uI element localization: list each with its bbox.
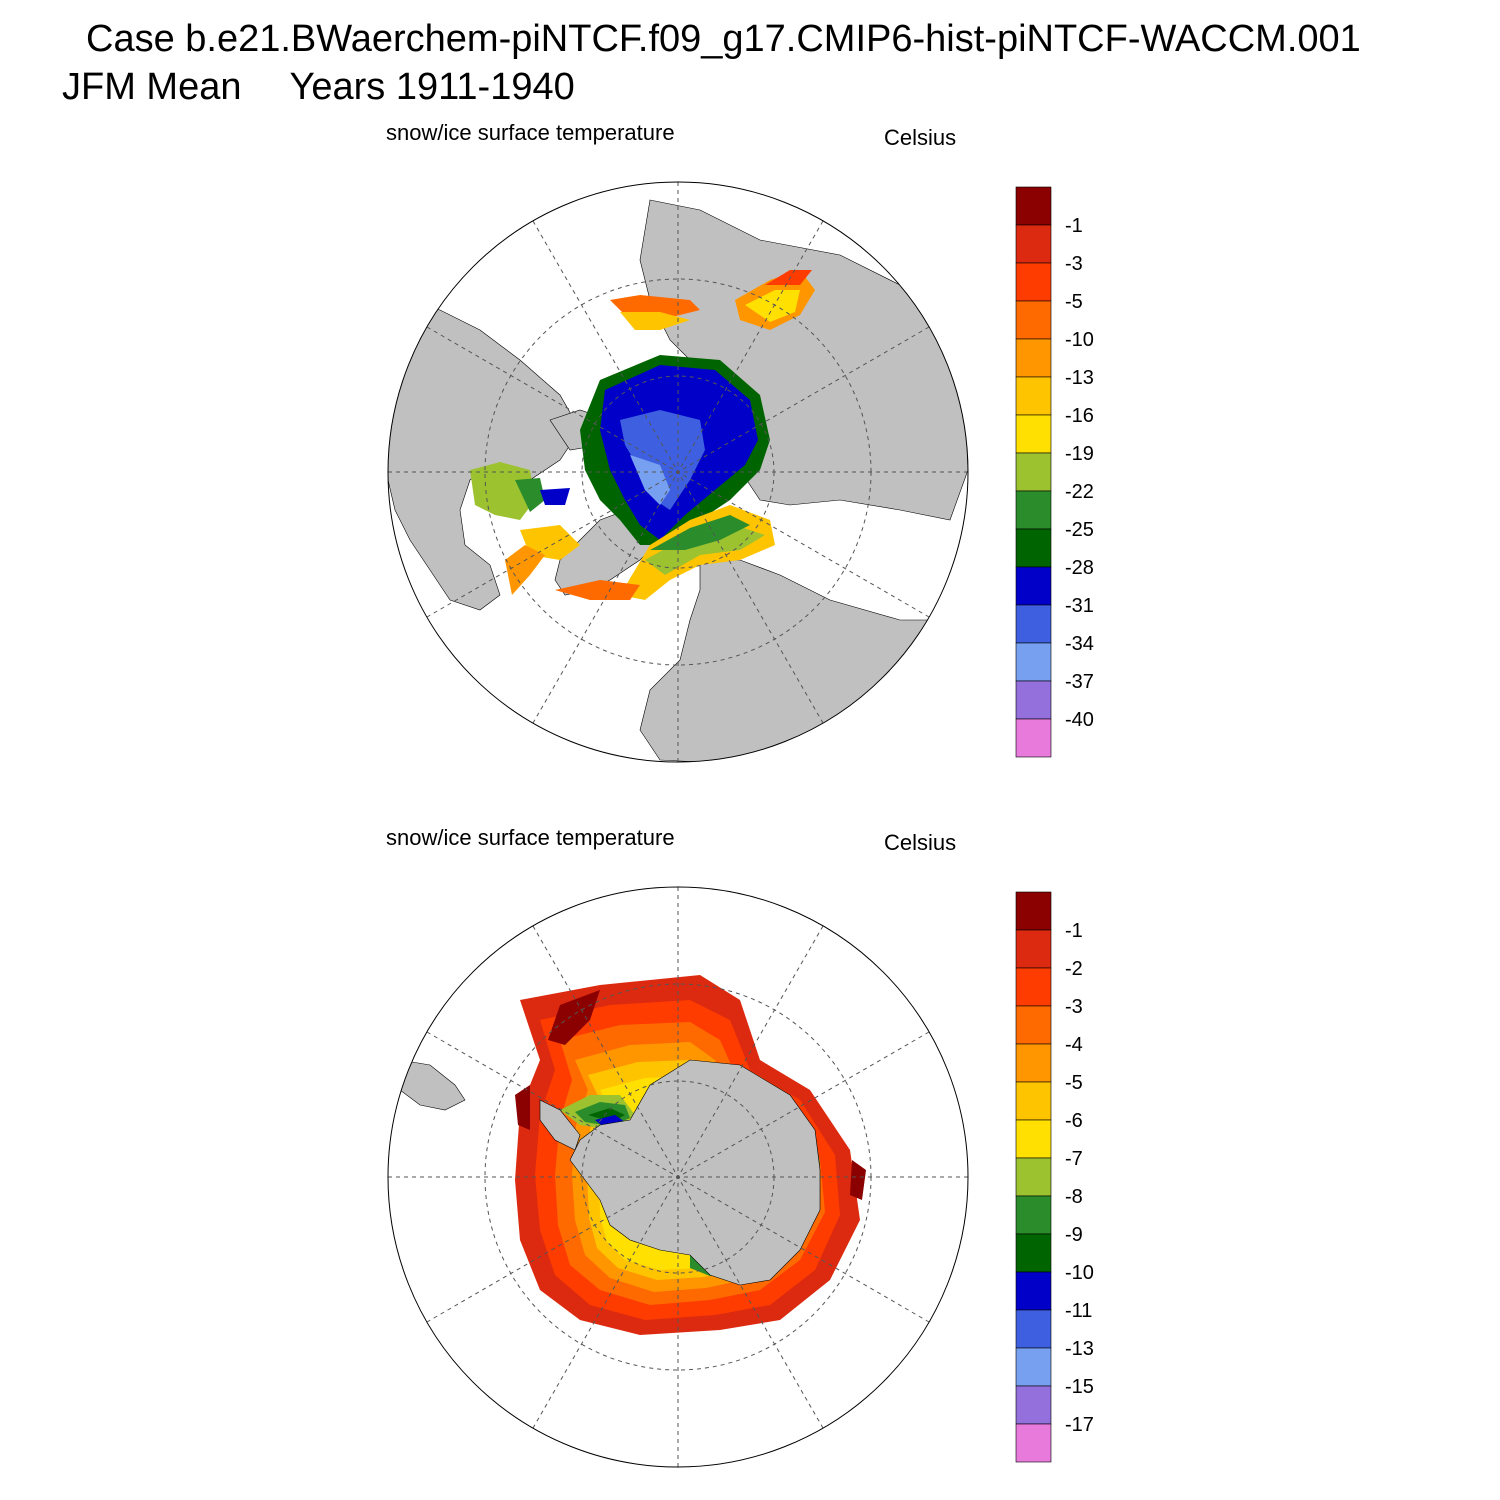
colorbar-tick-label: -5 xyxy=(1065,1072,1083,1094)
colorbar-box xyxy=(1015,452,1052,492)
colorbar-box xyxy=(1015,929,1052,969)
years-label: Years 1911-1940 xyxy=(289,66,575,108)
colorbar-tick-label: -3 xyxy=(1065,996,1083,1018)
colorbar-tick-label: -17 xyxy=(1065,1414,1094,1436)
colorbar-tick-label: -34 xyxy=(1065,633,1094,655)
colorbar-box xyxy=(1015,718,1052,758)
colorbar-box xyxy=(1015,1157,1052,1197)
colorbar-tick-label: -5 xyxy=(1065,291,1083,313)
antarctic-map xyxy=(387,886,969,1468)
colorbar-box xyxy=(1015,1005,1052,1045)
arctic-variable-label: snow/ice surface temperature xyxy=(386,120,675,145)
antarctic-map-border xyxy=(387,886,969,1468)
antarctica-land xyxy=(569,1059,821,1286)
antarctic-peninsula-land xyxy=(539,1099,581,1151)
colorbar-box xyxy=(1015,680,1052,720)
arctic-map xyxy=(387,181,969,763)
colorbar-tick-label: -13 xyxy=(1065,367,1094,389)
arctic-colorbar: -1 -3 -5 -10 -13 -16 -19 -22 -25 -28 -31 -34 -37 -40 xyxy=(1015,186,1094,758)
colorbar-tick-label: -40 xyxy=(1065,709,1094,731)
season-title: JFM Mean Years 1911-1940 xyxy=(62,66,575,109)
arctic-map-border xyxy=(387,181,969,763)
colorbar-tick-label: -4 xyxy=(1065,1034,1083,1056)
colorbar-tick-label: -1 xyxy=(1065,920,1083,942)
antarctic-variable-label: snow/ice surface temperature xyxy=(386,825,675,850)
colorbar-box xyxy=(1015,414,1052,454)
colorbar-tick-label: -19 xyxy=(1065,443,1094,465)
arctic-units-label: Celsius xyxy=(884,125,957,150)
colorbar-box xyxy=(1015,1271,1052,1311)
colorbar-tick-label: -8 xyxy=(1065,1186,1083,1208)
colorbar-box xyxy=(1015,528,1052,568)
colorbar-box xyxy=(1015,604,1052,644)
colorbar-tick-label: -2 xyxy=(1065,958,1083,980)
colorbar-tick-label: -22 xyxy=(1065,481,1094,503)
colorbar-box xyxy=(1015,1423,1052,1463)
colorbar-tick-label: -15 xyxy=(1065,1376,1094,1398)
colorbar-box xyxy=(1015,642,1052,682)
colorbar-tick-label: -7 xyxy=(1065,1148,1083,1170)
arctic-ice-field xyxy=(470,270,815,600)
colorbar-tick-label: -1 xyxy=(1065,215,1083,237)
colorbar-box xyxy=(1015,566,1052,606)
colorbar-tick-label: -28 xyxy=(1065,557,1094,579)
colorbar-box xyxy=(1015,490,1052,530)
case-title: Case b.e21.BWaerchem-piNTCF.f09_g17.CMIP… xyxy=(86,18,1361,60)
colorbar-tick-label: -37 xyxy=(1065,671,1094,693)
colorbar-box xyxy=(1015,1119,1052,1159)
colorbar-tick-label: -6 xyxy=(1065,1110,1083,1132)
colorbar-tick-label: -10 xyxy=(1065,329,1094,351)
antarctic-graticule xyxy=(388,887,968,1467)
colorbar-box xyxy=(1015,338,1052,378)
colorbar-box xyxy=(1015,1385,1052,1425)
colorbar-box xyxy=(1015,1233,1052,1273)
colorbar-box xyxy=(1015,376,1052,416)
antarctic-units-label: Celsius xyxy=(884,830,957,855)
colorbar-box xyxy=(1015,1081,1052,1121)
season-label: JFM Mean xyxy=(62,66,242,108)
colorbar-box xyxy=(1015,1195,1052,1235)
colorbar-box xyxy=(1015,1347,1052,1387)
arctic-graticule xyxy=(388,182,968,762)
colorbar-tick-label: -31 xyxy=(1065,595,1094,617)
antarctic-colorbar: -1 -2 -3 -4 -5 -6 -7 -8 -9 -10 -11 -13 -15 -17 xyxy=(1015,891,1094,1463)
south-america-land xyxy=(399,1059,466,1111)
colorbar-box xyxy=(1015,967,1052,1007)
colorbar-tick-label: -10 xyxy=(1065,1262,1094,1284)
colorbar-box xyxy=(1015,1309,1052,1349)
colorbar-tick-label: -9 xyxy=(1065,1224,1083,1246)
colorbar-box xyxy=(1015,1043,1052,1083)
colorbar-box xyxy=(1015,224,1052,264)
colorbar-tick-label: -11 xyxy=(1065,1300,1092,1322)
colorbar-tick-label: -3 xyxy=(1065,253,1083,275)
colorbar-tick-label: -25 xyxy=(1065,519,1094,541)
colorbar-tick-label: -16 xyxy=(1065,405,1094,427)
colorbar-tick-label: -13 xyxy=(1065,1338,1094,1360)
colorbar-box xyxy=(1015,300,1052,340)
colorbar-box xyxy=(1015,891,1052,931)
colorbar-box xyxy=(1015,186,1052,226)
colorbar-box xyxy=(1015,262,1052,302)
